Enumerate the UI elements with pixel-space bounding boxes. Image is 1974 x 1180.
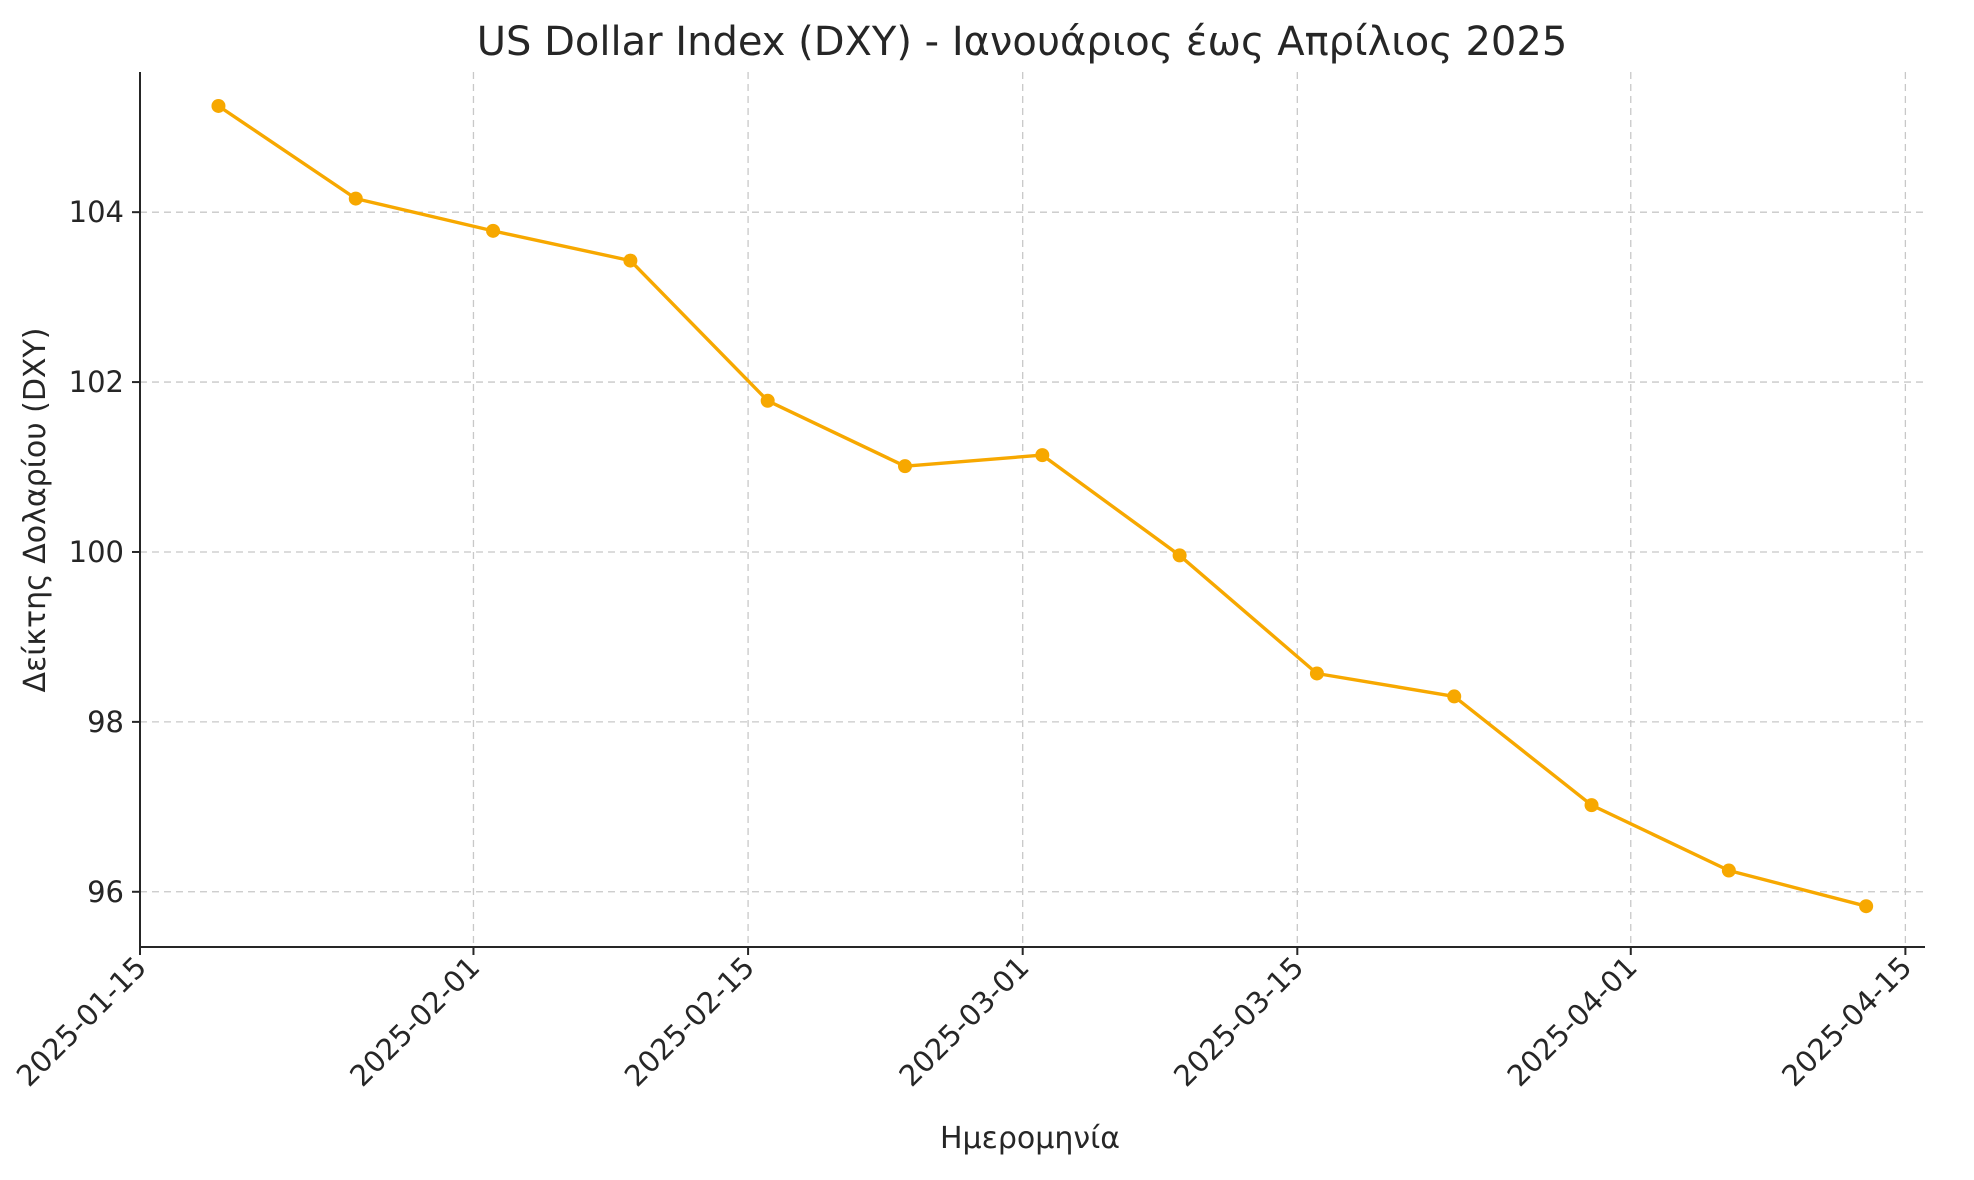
x-tick-label: 2025-02-01 bbox=[343, 950, 486, 1093]
data-point bbox=[1447, 689, 1462, 704]
x-tick-label: 2025-04-01 bbox=[1500, 950, 1643, 1093]
y-tick-label: 98 bbox=[87, 705, 124, 739]
data-point bbox=[1035, 448, 1050, 463]
data-point bbox=[1721, 863, 1736, 878]
y-tick-label: 100 bbox=[69, 535, 124, 569]
gridlines bbox=[139, 72, 1925, 947]
x-tick-label: 2025-04-15 bbox=[1775, 950, 1918, 1093]
x-tick-label: 2025-03-15 bbox=[1167, 950, 1310, 1093]
x-tick-label: 2025-01-15 bbox=[10, 950, 153, 1093]
axes: 96 98 100 102 104 2025-01-15 2025-02-01 2025-02… bbox=[10, 72, 1925, 1093]
series-line bbox=[216, 104, 1868, 908]
data-point bbox=[211, 98, 226, 113]
data-point bbox=[760, 393, 775, 408]
data-point bbox=[486, 223, 501, 238]
chart-title: US Dollar Index (DXY) - Ιανουάριος έως Α… bbox=[477, 19, 1568, 65]
data-point bbox=[1172, 548, 1187, 563]
data-point bbox=[898, 459, 912, 474]
x-tick-label: 2025-03-01 bbox=[892, 950, 1035, 1093]
data-point bbox=[623, 253, 638, 268]
y-axis-label: Δείκτης Δολαρίου (DXY) bbox=[18, 327, 53, 692]
y-tick-label: 104 bbox=[69, 195, 124, 229]
y-tick-label: 102 bbox=[69, 365, 124, 399]
data-point bbox=[348, 191, 363, 206]
series-layer bbox=[211, 98, 1874, 914]
data-point bbox=[1859, 899, 1874, 914]
data-point bbox=[1309, 666, 1324, 681]
x-tick-label: 2025-02-15 bbox=[618, 950, 761, 1093]
y-tick-label: 96 bbox=[87, 875, 124, 909]
x-axis-label: Ημερομηνία bbox=[940, 1121, 1120, 1156]
data-point bbox=[1584, 798, 1599, 813]
